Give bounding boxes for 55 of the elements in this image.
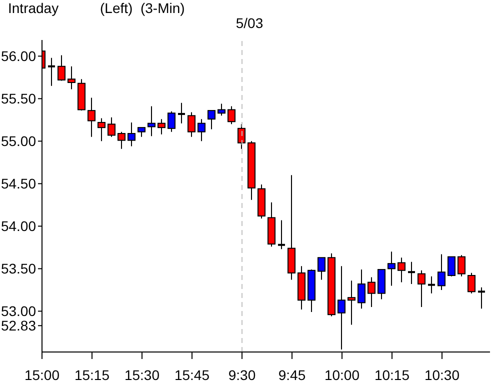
candlestick: [407, 261, 416, 284]
candlestick: [138, 127, 146, 138]
candlestick: [98, 118, 106, 142]
candlestick: [368, 276, 376, 308]
candlestick: [427, 276, 436, 294]
x-tick-label: 10:00: [324, 367, 360, 383]
x-tick-label: 15:45: [174, 367, 210, 383]
candlestick: [218, 103, 226, 116]
candlestick: [348, 280, 356, 326]
x-tick-label: 9:45: [278, 367, 306, 383]
x-tick-label: 10:15: [374, 367, 410, 383]
candlestick: [438, 254, 446, 290]
candlestick: [58, 54, 66, 82]
candlestick: [128, 122, 136, 147]
text: Intraday: [8, 0, 59, 16]
candlestick: [477, 286, 486, 310]
candlestick: [158, 118, 166, 135]
candlestick: [68, 66, 76, 90]
candlestick: [388, 251, 396, 286]
candlestick: [118, 131, 126, 150]
candlestick: [338, 266, 346, 350]
candlestick: [188, 112, 196, 138]
y-tick-label: 54.00: [0, 218, 36, 234]
y-tick-label: 55.50: [0, 90, 36, 107]
x-tick-label: 10:30: [424, 367, 460, 383]
candlestick: [398, 257, 406, 283]
candlestick: [378, 269, 386, 300]
y-tick-label: 54.50: [0, 176, 36, 192]
candlestick: [47, 57, 56, 86]
candlestick: [468, 272, 476, 294]
candlestick: [318, 257, 326, 280]
y-tick-label: 56.00: [0, 48, 36, 64]
candlestick: [198, 118, 206, 142]
candlestick: [168, 110, 176, 132]
x-tick-label: 15:30: [124, 367, 160, 383]
candlestick: [418, 270, 426, 308]
y-tick-label: 52.83: [0, 318, 36, 334]
candlestick: [108, 116, 116, 138]
candlestick: [277, 220, 286, 250]
candlestick: [208, 110, 216, 130]
candlestick: [458, 254, 466, 277]
y-tick-label: 55.00: [0, 133, 36, 150]
candlestick: [448, 256, 456, 277]
candlestick: [177, 102, 186, 124]
x-tick-label: 15:15: [74, 367, 110, 383]
x-tick-label: 15:00: [24, 367, 60, 383]
y-tick-label: 53.00: [0, 303, 36, 320]
y-tick-label: 53.50: [0, 260, 36, 277]
chart-title: (Left) (3-Min): [100, 0, 185, 16]
candlestick: [148, 106, 156, 137]
candlestick: [88, 97, 96, 138]
x-tick-label: 9:30: [228, 367, 256, 383]
candlestick: [358, 269, 366, 310]
chart-subtitle: 5/03: [234, 15, 264, 31]
candlestick: [228, 106, 236, 125]
